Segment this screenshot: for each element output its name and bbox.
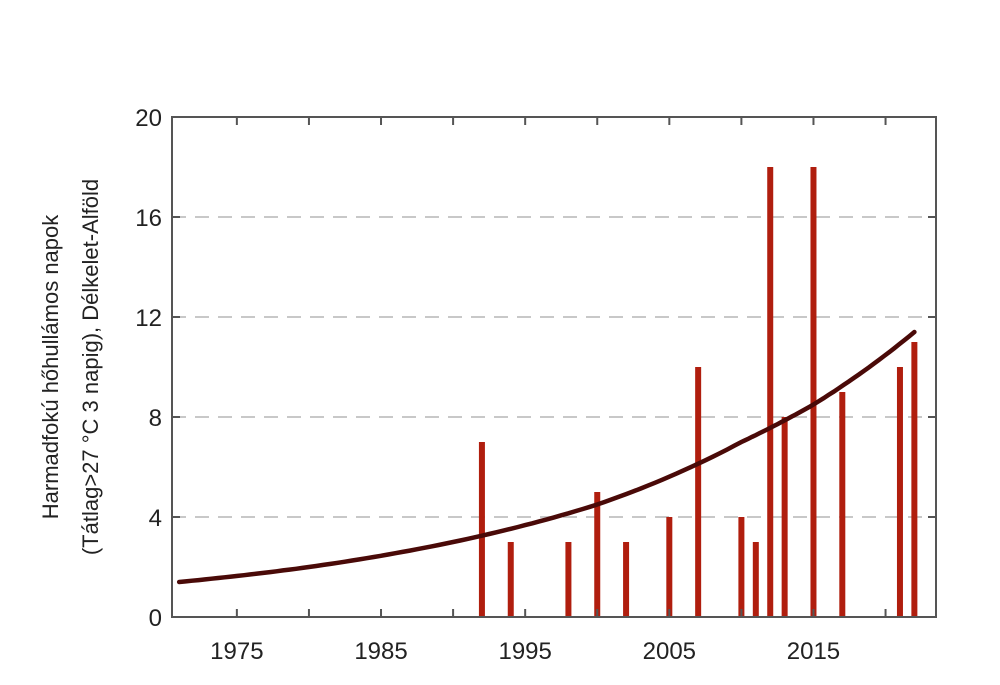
trend-line <box>176 329 917 585</box>
bar-1994 <box>507 542 514 617</box>
x-tick-label: 1975 <box>210 638 263 665</box>
y-tick-label: 20 <box>135 105 162 132</box>
bar-1998 <box>565 542 572 617</box>
bars <box>478 167 918 617</box>
y-tick-label: 12 <box>135 305 162 332</box>
bar-2013 <box>781 417 788 617</box>
y-tick-label: 4 <box>149 505 162 532</box>
bar-2002 <box>623 542 630 617</box>
bar-2011 <box>752 542 759 617</box>
y-tick-label: 0 <box>149 605 162 632</box>
bar-2022 <box>911 342 918 617</box>
tick-labels: 0 4 8 12 16 20 1975 1985 1995 2005 2015 <box>135 105 840 665</box>
bar-2021 <box>896 367 903 617</box>
trend-layer <box>176 329 917 585</box>
bar-2017 <box>839 392 846 617</box>
bar-2012 <box>767 167 774 617</box>
x-tick-label: 1985 <box>354 638 407 665</box>
y-tick-label: 16 <box>135 205 162 232</box>
x-tick-label: 2005 <box>643 638 696 665</box>
bar-2000 <box>594 492 601 617</box>
tick-marks <box>172 116 936 618</box>
bar-2007 <box>695 367 702 617</box>
bar-2005 <box>666 517 673 617</box>
bar-2010 <box>738 517 745 617</box>
bar-1992 <box>478 442 485 617</box>
x-tick-label: 2015 <box>787 638 840 665</box>
y-axis-label-line-2: (Tátlag>27 °C 3 napig), Délkelet-Alföld <box>78 179 103 555</box>
x-tick-label: 1995 <box>498 638 551 665</box>
y-tick-label: 8 <box>149 405 162 432</box>
plot-frame <box>171 116 937 618</box>
bar-2015 <box>810 167 817 617</box>
y-axis-label-line-1: Harmadfokú hőhullámos napok <box>38 214 63 520</box>
grid-lines <box>172 216 936 518</box>
